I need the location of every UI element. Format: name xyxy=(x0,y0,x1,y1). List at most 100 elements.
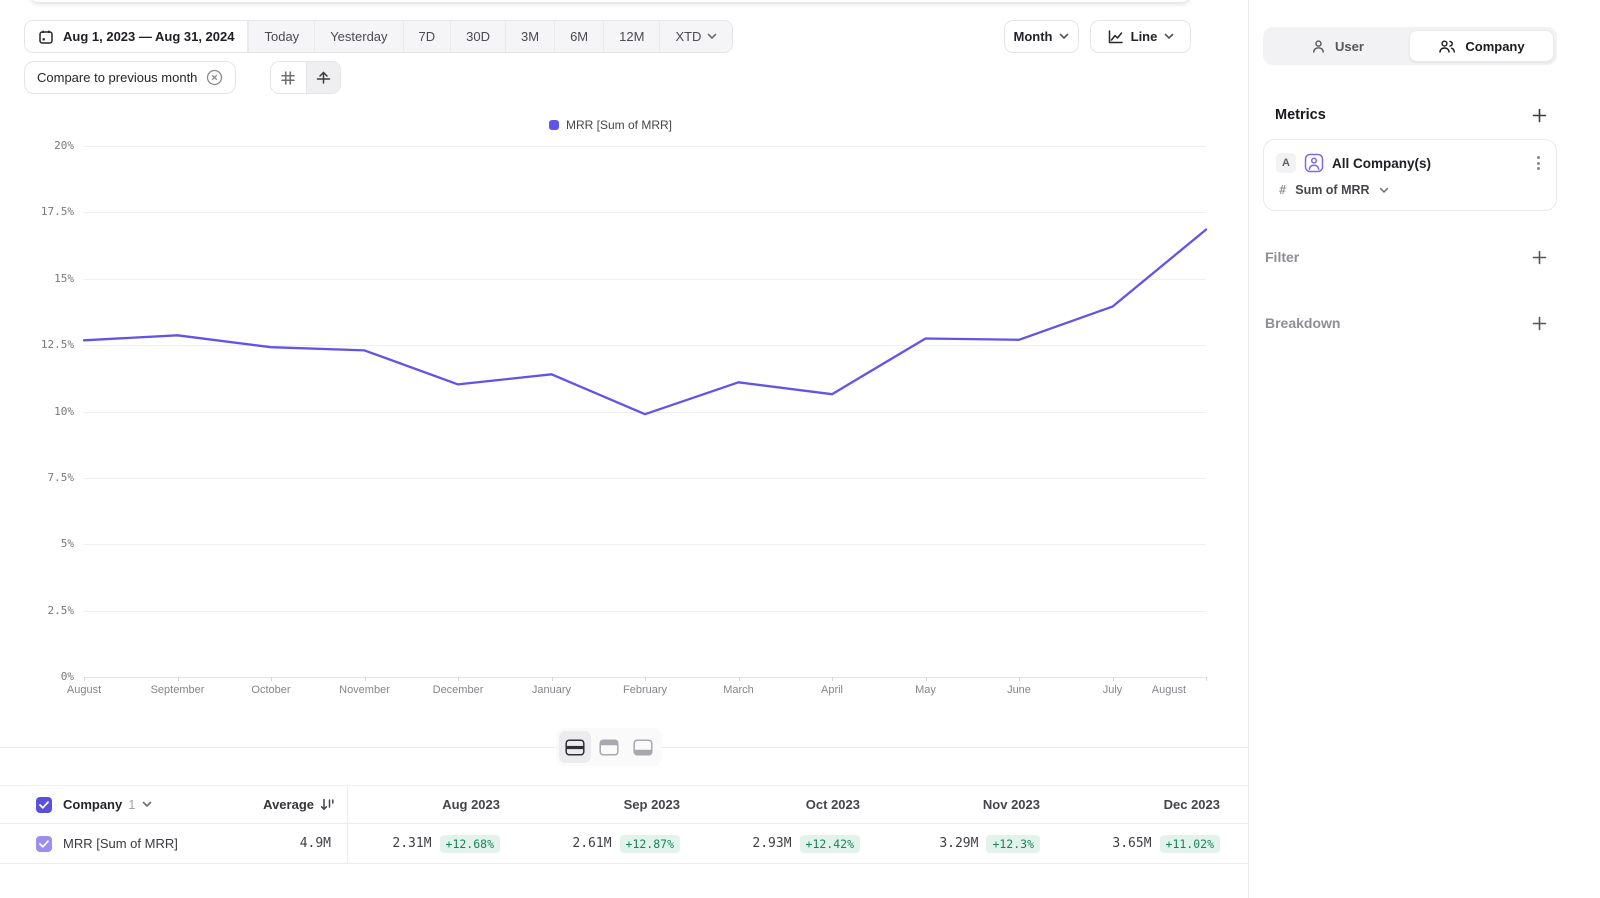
grid-toggle-button[interactable] xyxy=(271,62,306,93)
table-only-icon xyxy=(633,738,653,756)
layout-table-button[interactable] xyxy=(627,731,659,763)
add-breakdown-button[interactable] xyxy=(1532,316,1547,331)
delta-badge: +12.68% xyxy=(439,834,500,853)
y-axis-label: 12.5% xyxy=(40,338,74,352)
month-column-header: Sep 2023 xyxy=(623,797,680,812)
month-column-header: Dec 2023 xyxy=(1163,797,1220,812)
chart-type-label: Line xyxy=(1130,29,1158,44)
preset-xtd[interactable]: XTD xyxy=(659,21,732,52)
y-axis-label: 0% xyxy=(60,670,74,683)
x-axis-tick xyxy=(832,677,833,681)
company-icon xyxy=(1438,39,1456,54)
company-column-label[interactable]: Company xyxy=(63,797,123,812)
row-checkbox[interactable] xyxy=(36,835,52,852)
metric-options-icon[interactable] xyxy=(1533,154,1544,172)
chevron-down-icon[interactable] xyxy=(142,801,152,808)
date-range-label: Aug 1, 2023 — Aug 31, 2024 xyxy=(63,29,235,44)
month-column-header: Aug 2023 xyxy=(442,797,500,812)
x-axis-label: April xyxy=(820,684,843,696)
x-axis-label: October xyxy=(251,684,291,696)
table-cell: 2.61M +12.87% xyxy=(528,824,708,863)
add-metric-button[interactable] xyxy=(1532,108,1547,123)
preset-7d[interactable]: 7D xyxy=(402,21,451,52)
granularity-label: Month xyxy=(1013,29,1053,44)
gridline xyxy=(84,544,1206,546)
average-value: 4.9M xyxy=(299,836,331,851)
tab-user[interactable]: User xyxy=(1266,30,1409,62)
month-column-header: Nov 2023 xyxy=(982,797,1040,812)
entity-tabs: User Company xyxy=(1263,27,1557,65)
table-cell: 3.29M +12.3% xyxy=(888,824,1068,863)
layout-chart-button[interactable] xyxy=(593,731,625,763)
tab-company-label: Company xyxy=(1465,38,1525,54)
y-axis-label: 15% xyxy=(54,271,74,285)
legend-swatch xyxy=(549,120,559,130)
date-range-group: Aug 1, 2023 — Aug 31, 2024 Today Yesterd… xyxy=(24,20,734,53)
preset-yesterday[interactable]: Yesterday xyxy=(314,21,402,52)
y-axis-label: 2.5% xyxy=(47,603,75,617)
preset-6m[interactable]: 6M xyxy=(554,21,603,52)
x-axis-tick xyxy=(1112,677,1114,681)
sort-descending-icon[interactable] xyxy=(319,797,335,812)
preset-30d[interactable]: 30D xyxy=(450,21,505,52)
user-icon xyxy=(1311,39,1326,54)
company-avatar-icon xyxy=(1304,153,1324,173)
x-axis-label: January xyxy=(531,684,572,696)
send-up-toggle-button[interactable] xyxy=(305,62,340,93)
company-count: 1 xyxy=(128,797,136,812)
x-axis-tick xyxy=(925,677,927,681)
gridline xyxy=(84,146,1206,147)
chevron-down-icon xyxy=(1379,187,1389,194)
chevron-down-icon xyxy=(1059,33,1069,40)
remove-compare-icon[interactable] xyxy=(206,69,223,86)
date-range-button[interactable]: Aug 1, 2023 — Aug 31, 2024 xyxy=(25,21,249,52)
aggregation-selector[interactable]: # Sum of MRR xyxy=(1276,183,1544,197)
x-axis-tick xyxy=(458,677,459,681)
chart-type-dropdown[interactable]: Line xyxy=(1090,20,1191,53)
preset-3m[interactable]: 3M xyxy=(505,21,554,52)
mrr-line-chart: 0% 2.5% 5% 7.5% 10% 12.5% 15% 17.5% 20% August Sep… xyxy=(40,139,1208,696)
preset-12m[interactable]: 12M xyxy=(603,21,659,52)
x-axis-label: July xyxy=(1102,684,1123,696)
average-column-label[interactable]: Average xyxy=(263,797,314,812)
month-column-header: Oct 2023 xyxy=(805,797,860,812)
filter-section-header: Filter xyxy=(1263,249,1557,265)
granularity-dropdown[interactable]: Month xyxy=(1004,20,1079,53)
table-cell: 2.31M +12.68% xyxy=(348,824,528,863)
layout-toggle-group xyxy=(556,728,662,766)
metric-card[interactable]: A All Company(s) # Sum of MRR xyxy=(1263,139,1557,211)
delta-badge: +12.3% xyxy=(986,834,1040,853)
x-axis-tick xyxy=(84,677,85,681)
x-axis-tick xyxy=(1019,677,1020,681)
x-axis-tick xyxy=(738,677,740,681)
split-view-icon xyxy=(565,738,585,756)
preset-today[interactable]: Today xyxy=(248,21,314,52)
calendar-icon xyxy=(38,29,54,45)
breakdown-section-header: Breakdown xyxy=(1263,315,1557,331)
metric-name: All Company(s) xyxy=(1332,155,1432,171)
aggregation-label: Sum of MRR xyxy=(1295,183,1370,197)
x-axis-label: November xyxy=(339,684,390,696)
add-filter-button[interactable] xyxy=(1532,250,1547,265)
grid-icon xyxy=(280,70,296,86)
chart-only-icon xyxy=(599,738,619,756)
x-axis-tick xyxy=(271,677,272,681)
results-table: Company 1 Average Aug 2023 Sep 2023 xyxy=(0,785,1248,864)
layout-split-button[interactable] xyxy=(559,731,591,763)
gridline xyxy=(84,278,1206,280)
x-axis-tick xyxy=(551,677,553,681)
x-axis-tick xyxy=(645,677,646,681)
config-sidebar: User Company Metrics A xyxy=(1248,0,1600,898)
x-axis-tick xyxy=(364,677,366,681)
select-all-checkbox[interactable] xyxy=(36,796,52,813)
table-header-row: Company 1 Average Aug 2023 Sep 2023 xyxy=(0,785,1248,824)
x-axis-label: June xyxy=(1007,684,1031,696)
delta-badge: +12.87% xyxy=(619,834,680,853)
metric-letter-badge: A xyxy=(1276,153,1296,173)
x-axis-label: September xyxy=(150,684,205,696)
compare-chip[interactable]: Compare to previous month xyxy=(24,61,237,94)
chart-option-toggles xyxy=(270,61,341,94)
y-axis-label: 5% xyxy=(60,537,74,551)
tab-company[interactable]: Company xyxy=(1409,30,1554,62)
